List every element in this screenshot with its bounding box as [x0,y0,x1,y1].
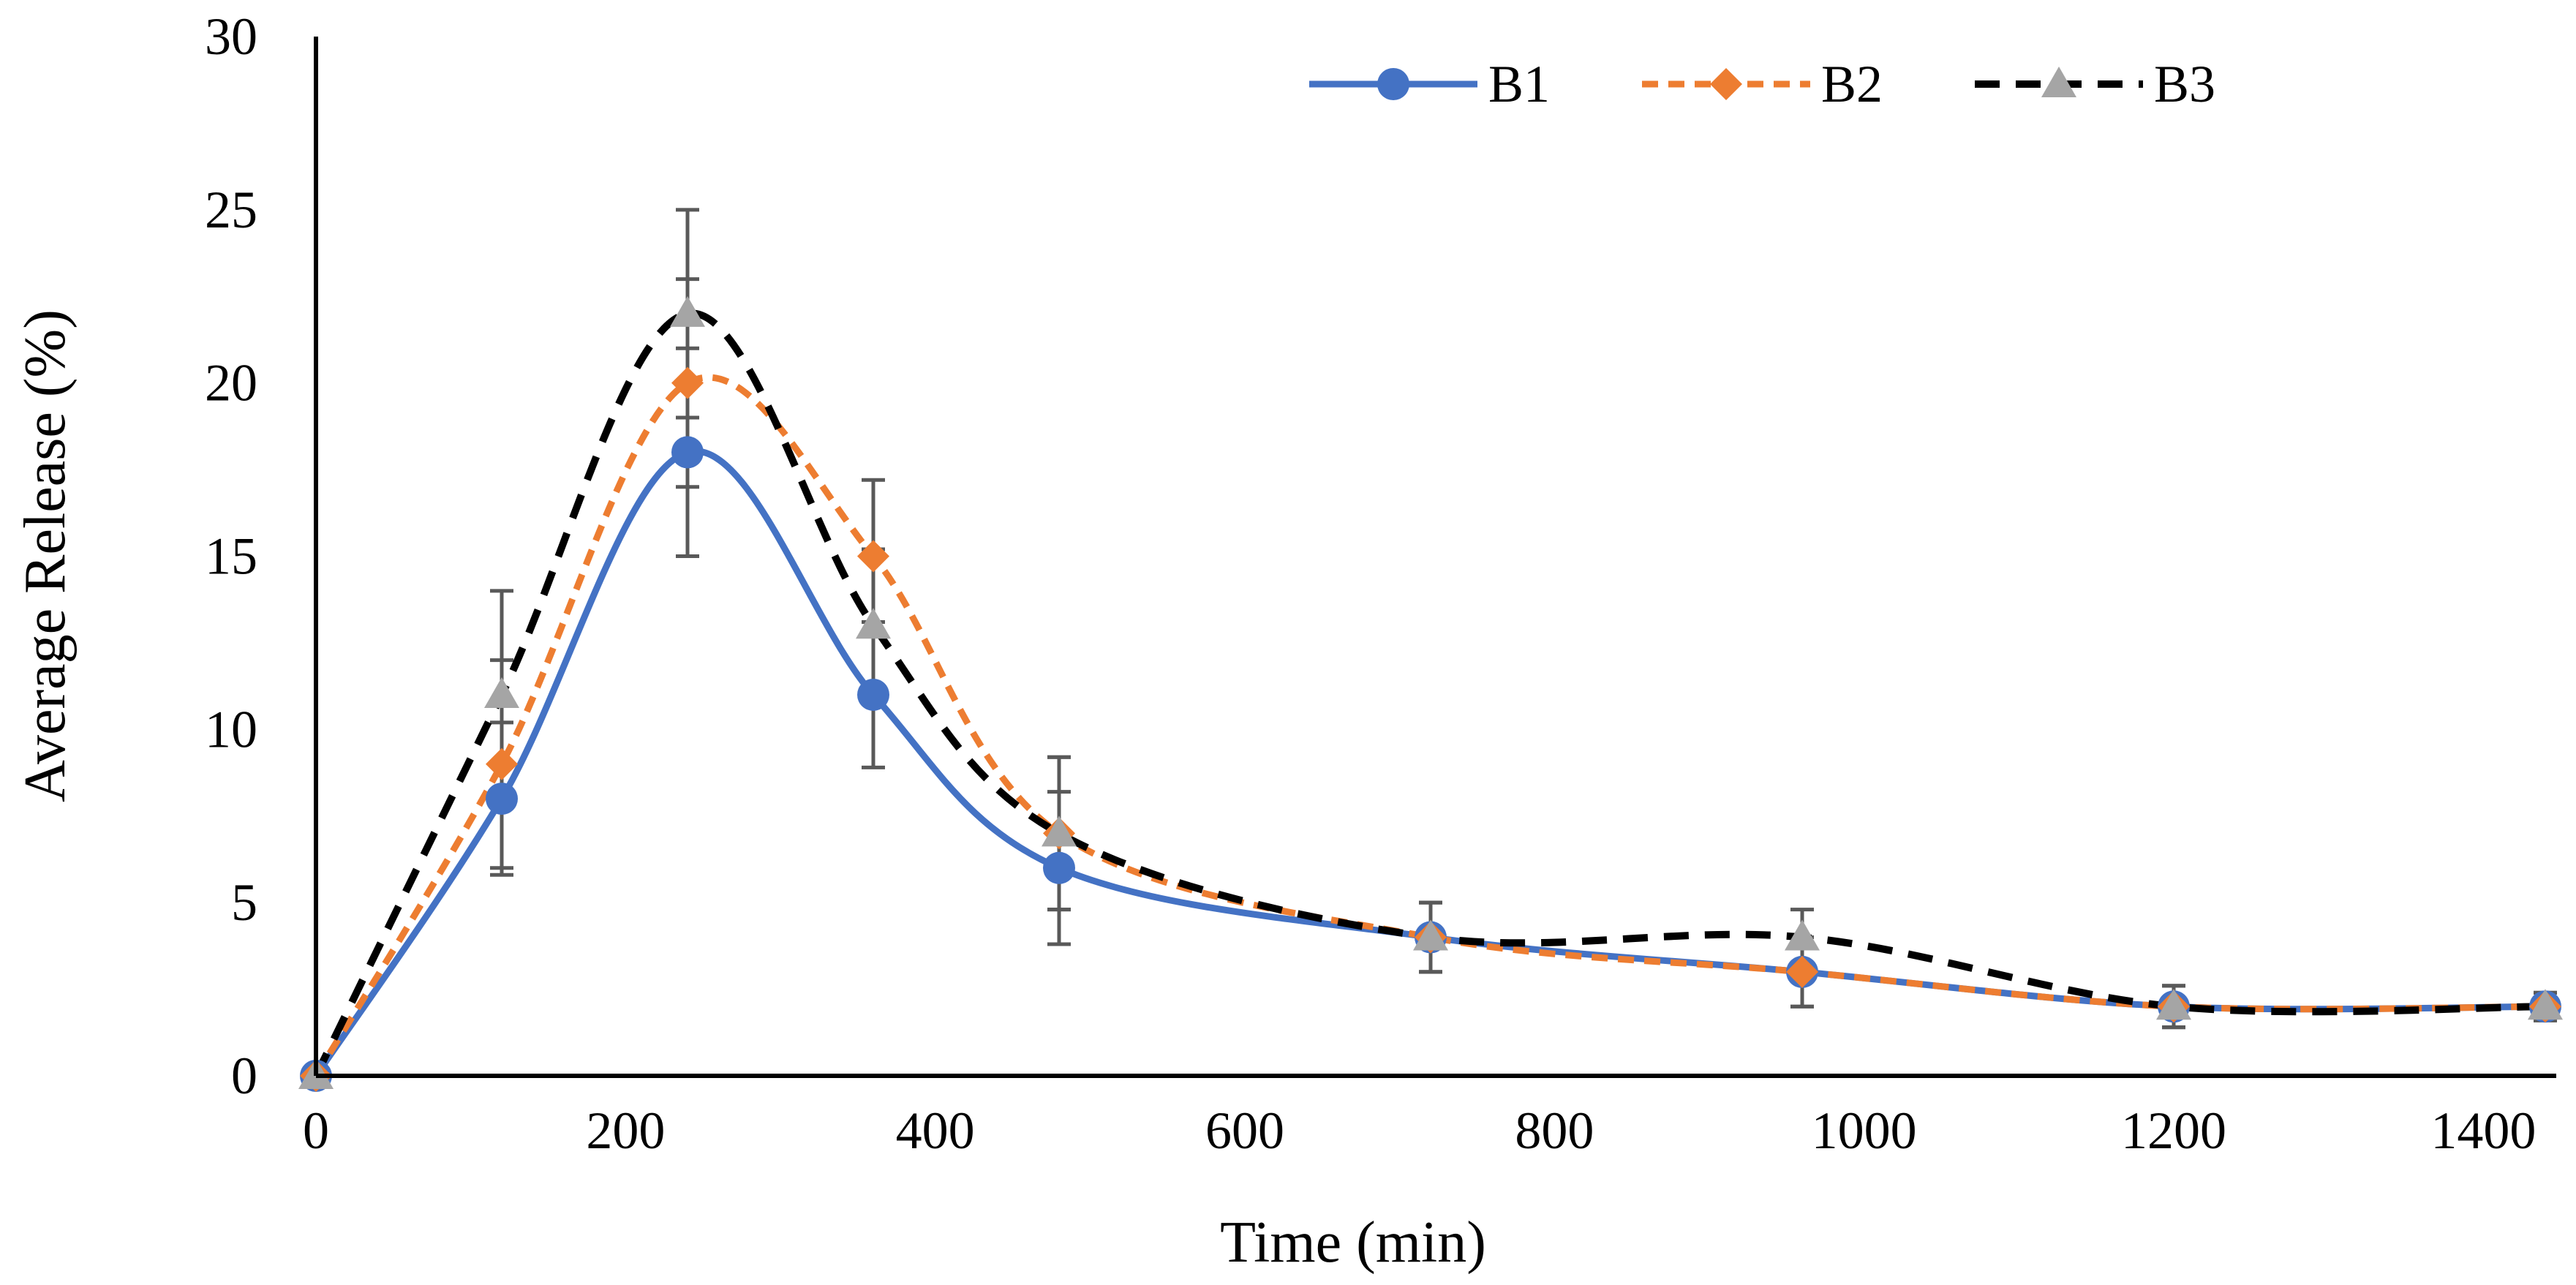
error-bars [490,208,2557,1030]
marker-circle-B1 [1043,851,1075,884]
legend-label-B1: B1 [1488,55,1550,113]
marker-triangle-B3 [856,608,891,639]
x-tick-label: 1200 [2121,1101,2226,1160]
series-line-B3 [312,309,2546,1078]
y-tick-label: 20 [205,354,257,412]
series-line-B1 [313,448,2546,1078]
y-tick-label: 25 [205,181,257,239]
x-tick-label: 0 [303,1101,329,1160]
y-tick-labels: 0 5 10 15 20 25 30 [205,7,257,1105]
marker-triangle-legend-B3 [2041,67,2076,97]
x-tick-label: 1400 [2430,1101,2536,1160]
x-tick-label: 1000 [1812,1101,1917,1160]
marker-triangle-B3 [670,295,705,327]
marker-circle-legend-B1 [1377,68,1409,100]
legend: B1 B2 B3 [1309,55,2215,113]
marker-circle-B1 [671,436,704,469]
y-tick-label: 30 [205,7,257,66]
legend-label-B3: B3 [2154,55,2215,113]
marker-diamond-B2 [1786,955,1818,988]
data-markers [298,295,2563,1092]
marker-triangle-B3 [2528,989,2563,1020]
marker-circle-B1 [486,783,518,815]
x-tick-label: 400 [896,1101,975,1160]
x-tick-label: 800 [1515,1101,1594,1160]
x-tick-label: 600 [1205,1101,1284,1160]
marker-circle-B1 [857,678,889,711]
x-tick-labels: 0 200 400 600 800 1000 1200 1400 [303,1101,2536,1160]
marker-triangle-B3 [1413,919,1448,951]
marker-diamond-B2 [857,540,889,573]
marker-triangle-B3 [1042,815,1077,847]
y-axis-title: Average Release (%) [13,309,78,802]
y-tick-label: 0 [231,1047,257,1105]
marker-triangle-B3 [1785,919,1820,951]
y-tick-label: 10 [205,700,257,758]
x-tick-label: 200 [586,1101,665,1160]
legend-label-B2: B2 [1821,55,1883,113]
marker-diamond-B2 [486,747,518,780]
y-tick-label: 5 [231,873,257,932]
marker-triangle-B3 [2156,989,2191,1020]
marker-diamond-B2 [671,366,704,399]
x-axis-title: Time (min) [1220,1210,1486,1275]
marker-triangle-B3 [484,677,519,708]
y-tick-label: 15 [205,527,257,586]
marker-diamond-legend-B2 [1710,68,1742,100]
